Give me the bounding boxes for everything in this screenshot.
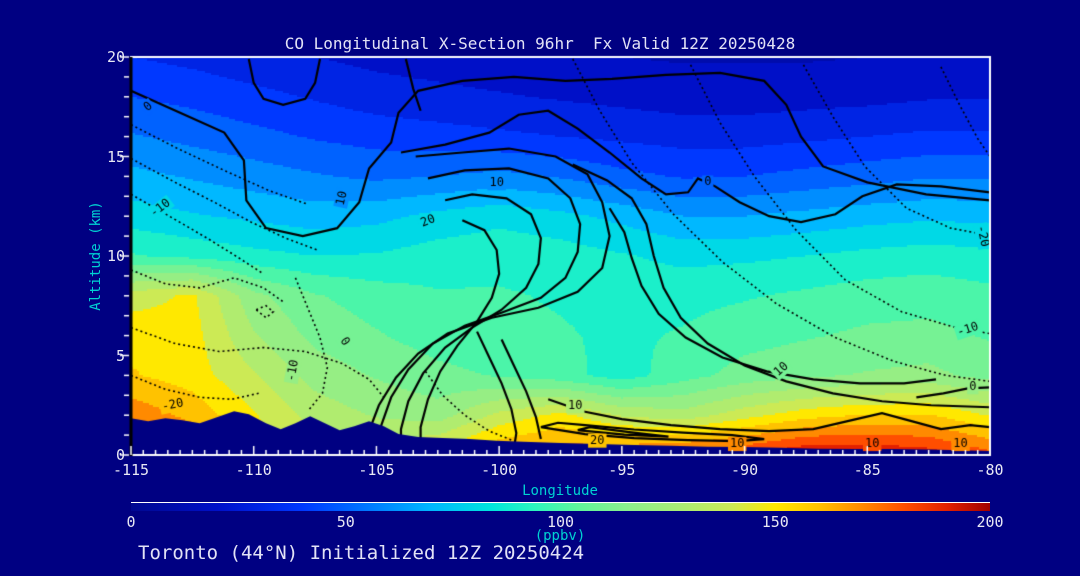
x-tick-label: -90 [731,461,759,479]
x-tick-label: -115 [112,461,150,479]
colorbar-units-label: (ppbv) [534,528,586,544]
y-tick-label: 0 [115,446,125,464]
y-tick-label: 15 [106,147,125,166]
x-axis-label: Longitude [522,483,598,499]
y-tick-label: 10 [106,247,125,265]
colorbar-tick-label: 150 [761,513,789,531]
y-tick-label: 5 [115,346,125,365]
plot-title: CO Longitudinal X-Section 96hr Fx Valid … [284,34,796,53]
x-tick-label: -95 [608,461,636,479]
y-tick-label: 20 [106,48,125,66]
x-tick-label: -85 [853,461,881,479]
colorbar-tick-label: 100 [546,513,575,531]
colorbar-gradient [131,502,990,511]
colorbar-tick-label: 200 [976,513,1004,531]
x-tick-label: -100 [481,461,518,479]
x-tick-label: -80 [976,461,1004,479]
x-tick-label: -105 [358,461,395,479]
x-tick-label: -110 [235,461,272,479]
colorbar-tick-label: 0 [126,513,136,531]
colorbar-tick-label: 50 [336,513,355,531]
init-info-text: Toronto (44°N) Initialized 12Z 20250424 [138,542,585,564]
